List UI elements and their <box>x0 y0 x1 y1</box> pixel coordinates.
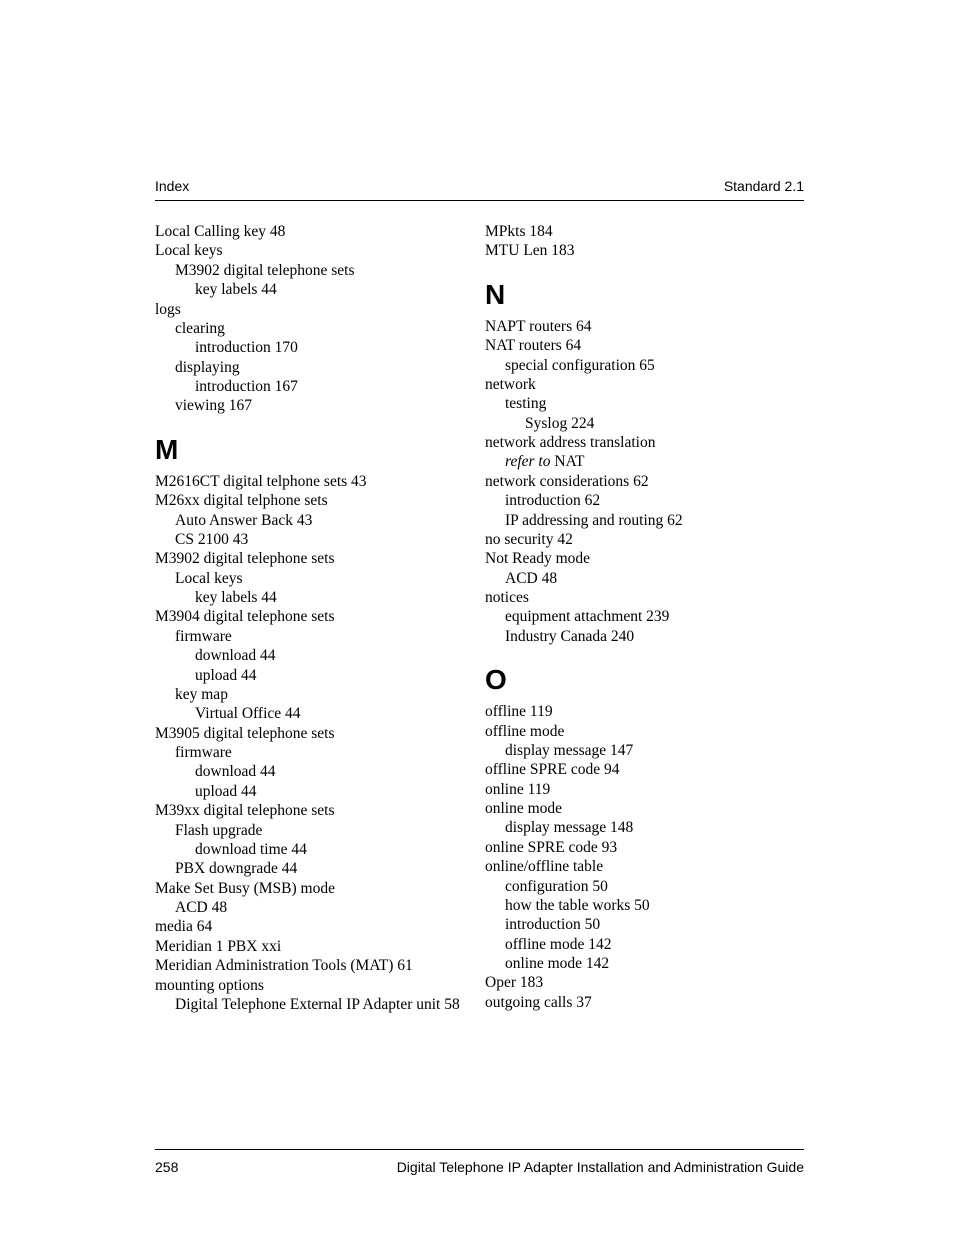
running-header: Index Standard 2.1 <box>155 178 804 194</box>
index-entry: NAT routers 64 <box>485 336 795 355</box>
index-entry: key labels 44 <box>195 280 465 299</box>
index-entry: network <box>485 375 795 394</box>
index-entry: introduction 170 <box>195 338 465 357</box>
index-entry-text: NAT <box>551 453 585 470</box>
index-entry: refer to NAT <box>505 452 795 471</box>
index-entry: Local keys <box>155 241 465 260</box>
index-entry: Local keys <box>175 569 465 588</box>
index-entry: download 44 <box>195 646 465 665</box>
page-number: 258 <box>155 1159 178 1175</box>
index-entry: M3904 digital telephone sets <box>155 607 465 626</box>
index-entry: configuration 50 <box>505 877 795 896</box>
entries-block: MPkts 184MTU Len 183 <box>485 222 795 261</box>
index-entry: upload 44 <box>195 666 465 685</box>
index-entry: M3902 digital telephone sets <box>155 549 465 568</box>
index-entry: Flash upgrade <box>175 821 465 840</box>
index-entry: online/offline table <box>485 857 795 876</box>
index-entry: CS 2100 43 <box>175 530 465 549</box>
index-entry: Syslog 224 <box>525 414 795 433</box>
index-entry: outgoing calls 37 <box>485 993 795 1012</box>
index-entry: offline SPRE code 94 <box>485 760 795 779</box>
header-left: Index <box>155 178 189 194</box>
index-entry: introduction 50 <box>505 915 795 934</box>
index-entry: ACD 48 <box>175 898 465 917</box>
index-entry: Meridian 1 PBX xxi <box>155 937 465 956</box>
index-entry: PBX downgrade 44 <box>175 859 465 878</box>
index-entry: offline mode 142 <box>505 935 795 954</box>
index-entry: online mode 142 <box>505 954 795 973</box>
index-entry: display message 148 <box>505 818 795 837</box>
index-entry: Make Set Busy (MSB) mode <box>155 879 465 898</box>
section-letter-n: N <box>485 279 795 311</box>
index-entry: MTU Len 183 <box>485 241 795 260</box>
index-entry: online mode <box>485 799 795 818</box>
index-entry: clearing <box>175 319 465 338</box>
index-entry: Oper 183 <box>485 973 795 992</box>
index-entry: offline mode <box>485 722 795 741</box>
index-entry: introduction 167 <box>195 377 465 396</box>
index-entry-italic: refer to <box>505 453 551 470</box>
index-columns: Local Calling key 48Local keysM3902 digi… <box>155 222 804 1014</box>
index-entry: introduction 62 <box>505 491 795 510</box>
index-entry: ACD 48 <box>505 569 795 588</box>
index-entry: upload 44 <box>195 782 465 801</box>
page: Index Standard 2.1 Local Calling key 48L… <box>0 0 954 1235</box>
index-entry: Local Calling key 48 <box>155 222 465 241</box>
index-entry: media 64 <box>155 917 465 936</box>
index-entry: equipment attachment 239 <box>505 607 795 626</box>
index-entry: special configuration 65 <box>505 356 795 375</box>
index-entry: Not Ready mode <box>485 549 795 568</box>
header-right: Standard 2.1 <box>724 178 804 194</box>
index-entry: display message 147 <box>505 741 795 760</box>
index-entry: download time 44 <box>195 840 465 859</box>
index-entry: logs <box>155 300 465 319</box>
index-entry: online SPRE code 93 <box>485 838 795 857</box>
index-entry: firmware <box>175 627 465 646</box>
index-entry: IP addressing and routing 62 <box>505 511 795 530</box>
index-entry: Virtual Office 44 <box>195 704 465 723</box>
index-entry: Meridian Administration Tools (MAT) 61 <box>155 956 465 975</box>
right-column: MPkts 184MTU Len 183 N NAPT routers 64NA… <box>485 222 795 1014</box>
section-letter-m: M <box>155 434 465 466</box>
index-entry: no security 42 <box>485 530 795 549</box>
index-entry: viewing 167 <box>175 396 465 415</box>
footer-rule <box>155 1149 804 1150</box>
section-letter-o: O <box>485 664 795 696</box>
index-entry: M39xx digital telephone sets <box>155 801 465 820</box>
running-footer: 258 Digital Telephone IP Adapter Install… <box>155 1159 804 1175</box>
entries-block: offline 119offline modedisplay message 1… <box>485 702 795 1012</box>
index-entry: Digital Telephone External IP Adapter un… <box>175 995 465 1014</box>
index-entry: displaying <box>175 358 465 377</box>
index-entry: M2616CT digital telphone sets 43 <box>155 472 465 491</box>
header-rule <box>155 200 804 201</box>
index-entry: key map <box>175 685 465 704</box>
index-entry: M3905 digital telephone sets <box>155 724 465 743</box>
index-entry: firmware <box>175 743 465 762</box>
index-entry: mounting options <box>155 976 465 995</box>
left-column: Local Calling key 48Local keysM3902 digi… <box>155 222 465 1014</box>
index-entry: how the table works 50 <box>505 896 795 915</box>
entries-block: Local Calling key 48Local keysM3902 digi… <box>155 222 465 416</box>
index-entry: M26xx digital telphone sets <box>155 491 465 510</box>
index-entry: offline 119 <box>485 702 795 721</box>
index-entry: Industry Canada 240 <box>505 627 795 646</box>
index-entry: M3902 digital telephone sets <box>175 261 465 280</box>
index-entry: MPkts 184 <box>485 222 795 241</box>
index-entry: network address translation <box>485 433 795 452</box>
entries-block: NAPT routers 64NAT routers 64special con… <box>485 317 795 646</box>
index-entry: notices <box>485 588 795 607</box>
index-entry: download 44 <box>195 762 465 781</box>
index-entry: NAPT routers 64 <box>485 317 795 336</box>
index-entry: network considerations 62 <box>485 472 795 491</box>
index-entry: key labels 44 <box>195 588 465 607</box>
entries-block: M2616CT digital telphone sets 43M26xx di… <box>155 472 465 1015</box>
index-entry: Auto Answer Back 43 <box>175 511 465 530</box>
footer-title: Digital Telephone IP Adapter Installatio… <box>397 1159 804 1175</box>
index-entry: testing <box>505 394 795 413</box>
index-entry: online 119 <box>485 780 795 799</box>
